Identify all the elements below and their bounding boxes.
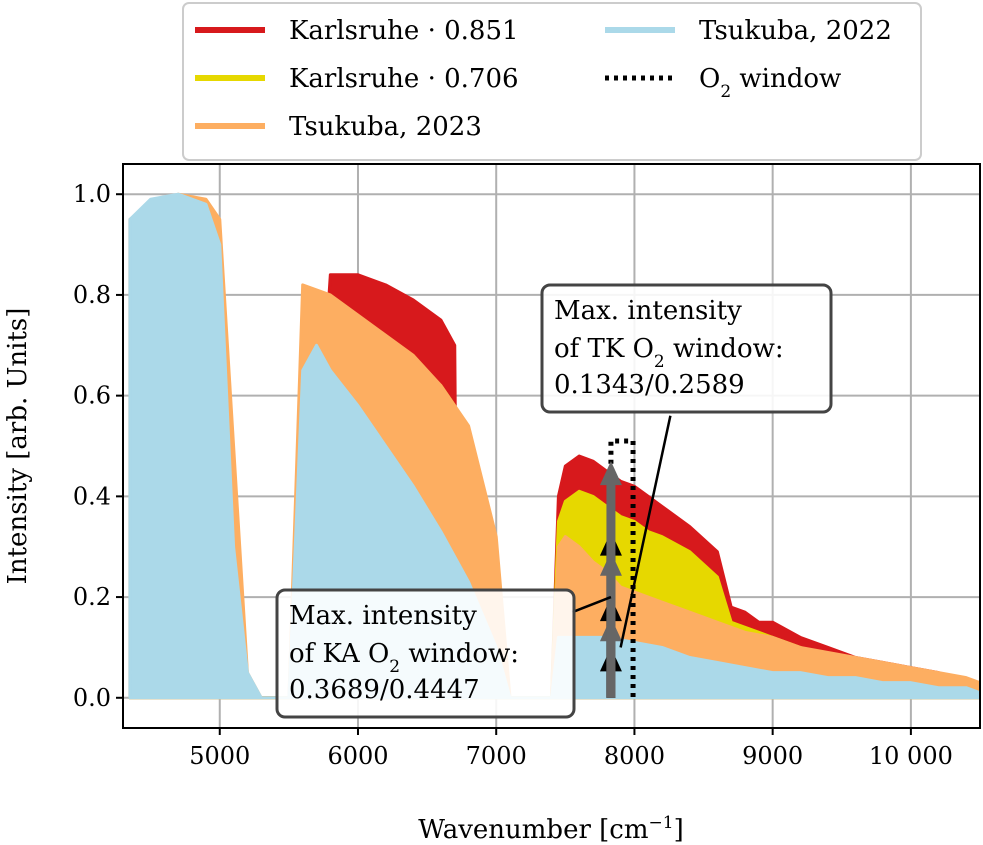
y-tick-label: 1.0 [73,180,111,208]
legend-entry-tsukuba_2022: Tsukuba, 2022 [605,16,892,46]
legend-entry-karlsruhe_0851: Karlsruhe · 0.851 [195,16,519,46]
annotation-pointer [571,595,612,614]
x-tick-label: 10 000 [869,742,953,770]
y-axis-label: Intensity [arb. Units] [3,308,33,585]
x-tick-label: 9000 [742,742,803,770]
legend-frame [182,2,922,161]
annotation-box [275,588,576,719]
y-tick-label: 0.6 [73,382,111,410]
legend-label: Karlsruhe · 0.851 [289,16,519,46]
legend-entry-o2_window: O2 window [605,64,841,102]
annotation-line-3: 0.1343/0.2589 [554,370,745,400]
legend-label: O2 window [699,64,841,102]
annotation-pointer [619,415,672,648]
annotation-line-2: of TK O2 window: [554,334,784,372]
plot-frame [122,163,981,729]
annotation-line-3: 0.3689/0.4447 [289,675,480,705]
x-tick-label: 7000 [466,742,527,770]
annotation-line-2: of KA O2 window: [289,639,519,677]
legend-entry-tsukuba_2023: Tsukuba, 2023 [195,112,482,142]
annotation-line-1: Max. intensity [554,296,742,326]
y-tick-label: 0.2 [73,583,111,611]
x-axis-label: Wavenumber [cm−1] [418,813,684,845]
plot-area: 5000 6000 7000 8000 9000 10 000 0.0 0.2 0.4 0.6 0.… [73,163,981,770]
legend-label: Tsukuba, 2023 [289,112,482,142]
tk-max-arrow [599,461,622,698]
legend-entry-karlsruhe_0706: Karlsruhe · 0.706 [195,64,519,94]
y-tick-label: 0.8 [73,281,111,309]
legend: Karlsruhe · 0.851 Karlsruhe · 0.706 Tsukub… [182,2,922,161]
x-tick-label: 5000 [189,742,250,770]
legend-label: Karlsruhe · 0.706 [289,64,519,94]
y-tick-label: 0.0 [73,684,111,712]
x-tick-label: 6000 [327,742,388,770]
legend-label: Tsukuba, 2022 [699,16,892,46]
annotation-box [540,283,833,414]
axis-ticks: 5000 6000 7000 8000 9000 10 000 0.0 0.2 0.4 0.6 0.… [73,180,953,770]
x-tick-label: 8000 [604,742,665,770]
annotation-line-1: Max. intensity [289,601,477,631]
annotation-tk: Max. intensity of TK O2 window:0.1343/0.2… [540,283,833,648]
y-tick-label: 0.4 [73,482,111,510]
annotation-ka: Max. intensity of KA O2 window:0.3689/0.4… [275,588,612,719]
